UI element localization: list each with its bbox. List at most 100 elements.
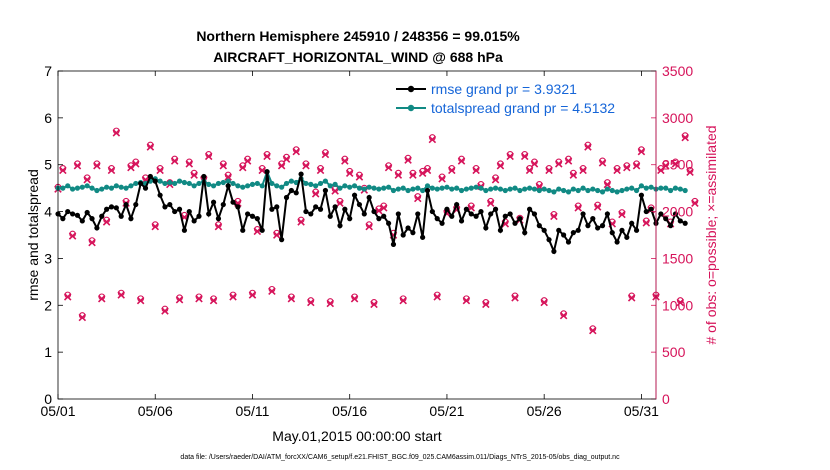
data-point xyxy=(439,185,445,191)
y-right-tick-label: 0 xyxy=(662,391,670,407)
obs-assimilated-point xyxy=(170,157,179,165)
data-point xyxy=(463,186,469,192)
data-point xyxy=(473,213,479,219)
data-point xyxy=(405,225,411,231)
data-point xyxy=(104,184,110,190)
y-right-tick-label: 500 xyxy=(662,344,686,360)
obs-assimilated-point xyxy=(681,133,689,142)
data-point xyxy=(283,194,290,201)
obs-assimilated-point xyxy=(491,176,500,184)
data-point xyxy=(619,227,625,233)
obs-assimilated-point xyxy=(204,152,213,161)
data-point xyxy=(415,185,421,191)
obs-assimilated-point xyxy=(399,296,407,305)
data-point xyxy=(633,227,640,233)
data-point xyxy=(313,183,319,189)
data-point xyxy=(60,185,66,191)
x-axis-label: May.01,2015 00:00:00 start xyxy=(272,428,442,444)
data-point xyxy=(609,230,615,236)
data-point xyxy=(347,216,353,222)
obs-assimilated-point xyxy=(146,143,155,151)
data-point xyxy=(303,180,309,187)
y-tick-label: 4 xyxy=(44,204,52,220)
data-point xyxy=(254,180,260,187)
obs-assimilated-point xyxy=(482,300,490,309)
obs-assimilated-point xyxy=(506,152,514,161)
data-point xyxy=(147,173,153,180)
data-point xyxy=(225,183,231,189)
data-point xyxy=(230,199,236,205)
obs-assimilated-point xyxy=(336,199,344,207)
data-point xyxy=(220,201,226,208)
obs-assimilated-point xyxy=(112,129,121,137)
obs-assimilated-point xyxy=(618,210,626,219)
data-point xyxy=(502,213,508,219)
data-point xyxy=(152,178,158,184)
data-point xyxy=(434,186,440,192)
legend-spread-marker xyxy=(407,104,415,112)
data-point xyxy=(575,227,581,233)
data-point xyxy=(225,178,231,184)
data-point xyxy=(317,180,324,187)
data-point xyxy=(269,180,275,187)
obs-assimilated-point xyxy=(632,161,641,170)
obs-assimilated-point xyxy=(214,222,223,231)
data-point xyxy=(473,184,479,190)
data-point xyxy=(69,211,76,217)
obs-assimilated-point xyxy=(584,143,592,151)
obs-assimilated-point xyxy=(642,219,651,227)
data-point xyxy=(293,190,299,196)
data-point xyxy=(541,227,547,233)
obs-assimilated-point xyxy=(268,287,276,296)
data-point xyxy=(337,185,343,191)
data-point xyxy=(113,183,119,189)
obs-assimilated-point xyxy=(282,155,291,163)
series-rmse xyxy=(55,169,688,255)
data-point xyxy=(595,187,601,194)
data-point xyxy=(351,183,358,189)
obs-assimilated-point xyxy=(355,173,364,181)
data-point xyxy=(536,223,542,229)
data-point xyxy=(259,183,265,189)
data-point xyxy=(478,208,484,215)
data-point xyxy=(245,211,251,217)
data-point xyxy=(181,227,188,233)
data-point xyxy=(531,186,538,192)
data-point xyxy=(65,208,71,215)
data-point xyxy=(395,211,401,217)
data-point xyxy=(240,227,246,233)
data-point xyxy=(507,186,513,192)
obs-assimilated-point xyxy=(175,295,184,304)
plot-area xyxy=(58,71,656,399)
data-point xyxy=(366,184,372,190)
data-point xyxy=(210,199,217,205)
y-right-tick-label: 1000 xyxy=(662,297,693,313)
obs-assimilated-point xyxy=(219,161,228,170)
obs-assimilated-point xyxy=(345,169,354,177)
data-point xyxy=(629,220,635,226)
obs-assimilated-point xyxy=(574,204,582,212)
x-tick-label: 05/01 xyxy=(40,403,75,419)
data-point xyxy=(138,180,144,187)
data-point xyxy=(454,201,460,208)
data-point xyxy=(522,230,528,236)
data-point xyxy=(507,211,513,217)
data-point xyxy=(386,220,392,226)
y-right-tick-label: 2000 xyxy=(662,204,693,220)
y-tick-label: 1 xyxy=(44,344,52,360)
data-point xyxy=(342,206,348,212)
data-point xyxy=(643,208,649,215)
obs-assimilated-point xyxy=(467,204,476,212)
legend: rmse grand pr = 3.9321 totalspread grand… xyxy=(390,78,646,118)
data-point xyxy=(546,237,552,243)
data-point xyxy=(351,192,358,198)
data-point xyxy=(303,208,309,215)
data-point xyxy=(468,185,474,191)
data-point xyxy=(308,211,314,217)
obs-assimilated-point xyxy=(623,163,631,172)
data-point xyxy=(274,183,280,189)
data-point xyxy=(220,179,226,186)
y-tick-label: 5 xyxy=(44,157,52,173)
obs-assimilated-point xyxy=(428,135,437,144)
